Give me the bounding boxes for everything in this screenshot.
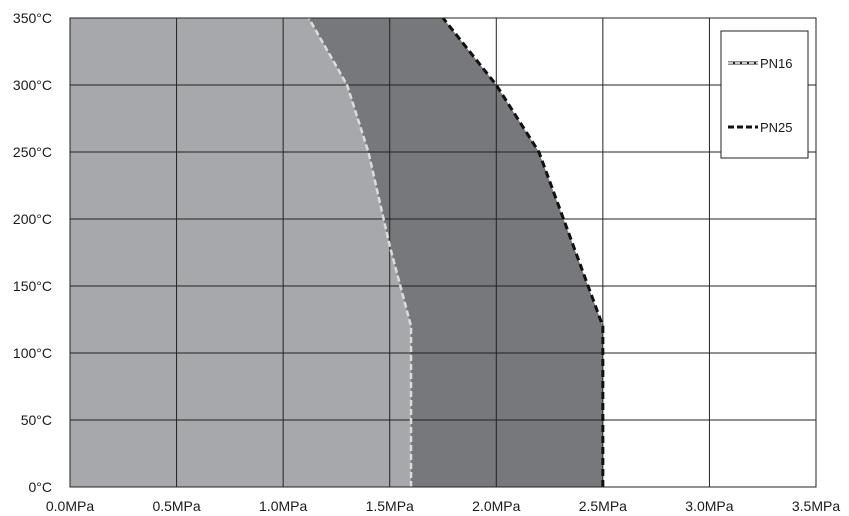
area-pn16 <box>70 18 412 487</box>
series-lines <box>307 17 605 487</box>
y-tick-label: 0°C <box>29 479 53 495</box>
x-tick-label: 3.0MPa <box>685 498 733 514</box>
plot-frame <box>69 17 817 488</box>
y-tick-label: 300°C <box>13 77 52 93</box>
y-tick-label: 50°C <box>21 412 52 428</box>
line-pn16 <box>307 17 413 487</box>
legend-item-pn16: PN16 <box>728 56 793 71</box>
x-tick-label: 3.5MPa <box>792 498 840 514</box>
legend: PN16 PN25 <box>720 30 809 159</box>
x-tick-label: 1.0MPa <box>259 498 307 514</box>
x-tick-label: 0.5MPa <box>152 498 200 514</box>
legend-item-pn25: PN25 <box>728 120 793 135</box>
legend-label-pn25: PN25 <box>760 120 793 135</box>
y-tick-label: 350°C <box>13 10 52 26</box>
y-tick-label: 150°C <box>13 278 52 294</box>
plot-fills <box>70 18 603 487</box>
axis-labels: 0.0MPa 0.5MPa 1.0MPa 1.5MPa 2.0MPa 2.5MPa 3.0M… <box>13 10 840 514</box>
x-tick-label: 2.0MPa <box>472 498 520 514</box>
x-tick-label: 1.5MPa <box>366 498 414 514</box>
y-tick-label: 100°C <box>13 345 52 361</box>
y-tick-label: 250°C <box>13 144 52 160</box>
x-tick-label: 2.5MPa <box>579 498 627 514</box>
y-tick-label: 200°C <box>13 211 52 227</box>
legend-label-pn16: PN16 <box>760 56 793 71</box>
legend-box <box>720 30 809 159</box>
x-tick-label: 0.0MPa <box>46 498 94 514</box>
line-pn25 <box>441 17 605 487</box>
